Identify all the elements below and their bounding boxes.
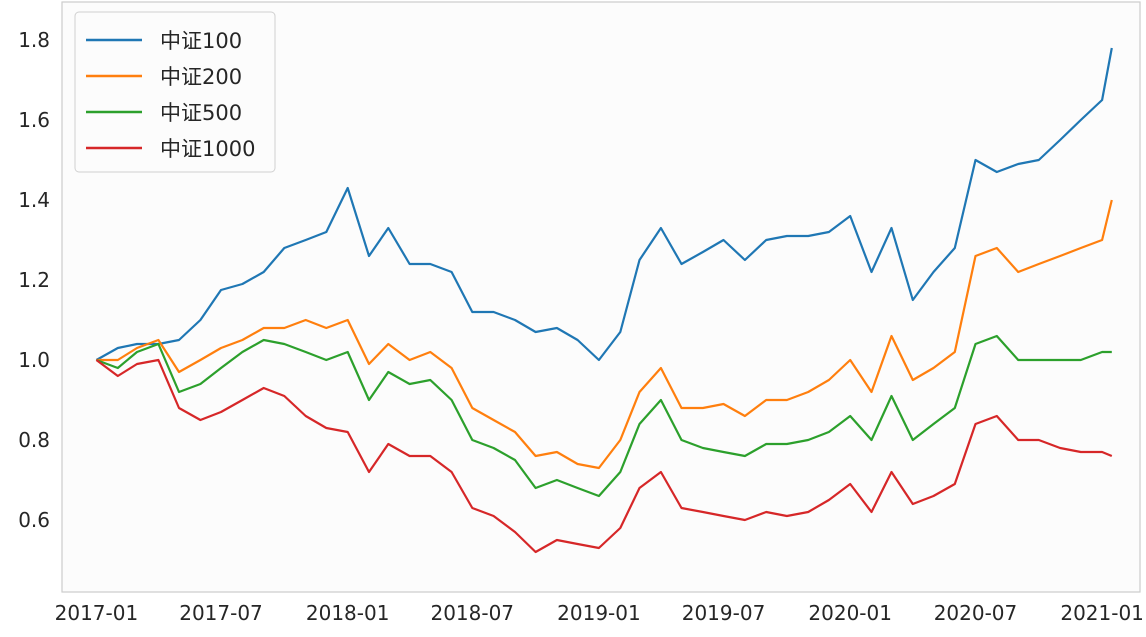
y-tick-label: 1.8 [18,28,50,52]
series-line-2 [96,334,1112,498]
series-lines [95,47,1113,554]
series-line-0 [95,47,1113,362]
y-tick-label: 1.6 [18,108,50,132]
legend: 中证100 中证200 中证500 中证1000 [74,11,276,173]
x-tick-label: 2019-07 [682,601,766,625]
legend-label: 中证500 [160,101,242,125]
legend-box [74,11,276,173]
y-tick-label: 1.4 [18,188,50,212]
y-axis: 0.6 0.8 1.0 1.2 1.4 1.6 1.8 [18,28,50,532]
legend-label: 中证200 [160,65,242,89]
x-tick-label: 2020-07 [934,601,1018,625]
x-tick-label: 2019-01 [557,601,641,625]
y-tick-label: 0.8 [18,428,50,452]
series-line-1 [96,199,1113,470]
x-tick-label: 2020-01 [808,601,892,625]
x-tick-label: 2018-07 [430,601,514,625]
x-tick-label: 2018-01 [306,601,390,625]
series-line-3 [95,358,1113,554]
x-tick-label: 2021-01 [1060,601,1144,625]
legend-label: 中证100 [160,29,242,53]
x-tick-label: 2017-07 [179,601,263,625]
y-tick-label: 1.0 [18,348,50,372]
x-tick-label: 2017-01 [55,601,139,625]
y-tick-label: 0.6 [18,508,50,532]
y-tick-label: 1.2 [18,268,50,292]
legend-label: 中证1000 [160,137,255,161]
x-axis: 2017-01 2017-07 2018-01 2018-07 2019-01 2019-… [55,601,1144,625]
